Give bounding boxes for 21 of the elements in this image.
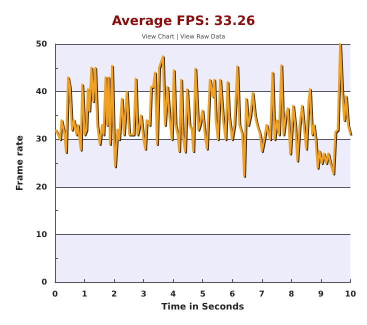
x-tick-label: 1	[82, 290, 88, 299]
x-tick-label: 10	[344, 290, 356, 299]
line-series	[54, 43, 352, 177]
x-tick-label: 5	[200, 290, 206, 299]
chart-title: Average FPS: 33.26	[112, 14, 256, 29]
x-tick-label: 8	[288, 290, 295, 299]
y-tick-label: 20	[36, 182, 48, 192]
y-tick-label: 50	[36, 40, 48, 48]
y-axis-title: Frame rate	[16, 135, 26, 191]
x-tick-label: 4	[170, 290, 176, 299]
y-tick-label: 40	[36, 87, 48, 96]
x-tick-label: 2	[111, 290, 117, 299]
x-axis-title: Time in Seconds	[161, 302, 244, 312]
y-tick-label: 30	[36, 134, 48, 144]
y-tick-label: 10	[36, 230, 48, 239]
y-tick-label: 0	[41, 278, 48, 287]
x-tick-label: 3	[140, 290, 146, 299]
x-tick-label: 7	[259, 290, 265, 299]
x-tick-label: 0	[52, 290, 58, 299]
x-tick-label: 6	[229, 290, 236, 299]
x-tick-label: 9	[318, 290, 324, 299]
